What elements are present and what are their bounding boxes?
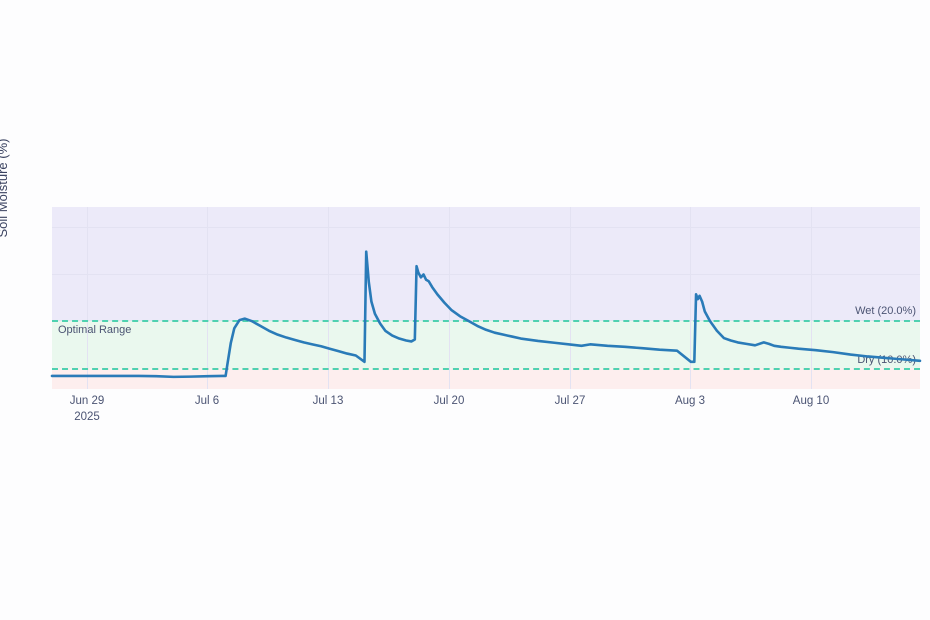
- optimal-range-label: Optimal Range: [58, 324, 132, 337]
- x-tick-jun29: Jun 29 2025: [70, 395, 105, 423]
- x-tick-jul6: Jul 6: [194, 395, 220, 407]
- gridline-y-30: [52, 273, 920, 275]
- gridline-x-jun29: [87, 207, 88, 389]
- gridline-x-jul6: [207, 207, 208, 389]
- x-tick-jul13: Jul 13: [312, 395, 344, 407]
- soil-moisture-line: [52, 252, 920, 377]
- x-tick-jul20: Jul 20: [433, 395, 465, 407]
- wet-band: [52, 207, 920, 320]
- gridline-x-aug3: [690, 207, 691, 389]
- dry-band: [52, 367, 920, 389]
- gridline-x-jul20: [449, 207, 450, 389]
- wet-threshold-label: Wet (20.0%): [855, 305, 916, 317]
- x-tick-aug10: Aug 10: [792, 395, 830, 407]
- optimal-band: [52, 319, 920, 368]
- x-tick-aug3: Aug 3: [674, 395, 706, 407]
- gridline-x-jul13: [328, 207, 329, 389]
- plot-area: Wet (20.0%) Dry (10.0%) Optimal Range: [52, 207, 920, 389]
- wet-threshold-line: Wet (20.0%): [52, 305, 920, 322]
- x-tick-jul27: Jul 27: [554, 395, 586, 407]
- series-svg: [52, 207, 920, 389]
- gridline-y-40: [52, 227, 920, 228]
- x-tick-jun29-label: Jun 29: [69, 395, 105, 407]
- gridline-x-aug10: [811, 207, 812, 389]
- gridline-x-jul27: [570, 207, 571, 389]
- y-axis-title: Soil Moisture (%): [0, 138, 10, 238]
- x-tick-year-label: 2025: [74, 411, 100, 423]
